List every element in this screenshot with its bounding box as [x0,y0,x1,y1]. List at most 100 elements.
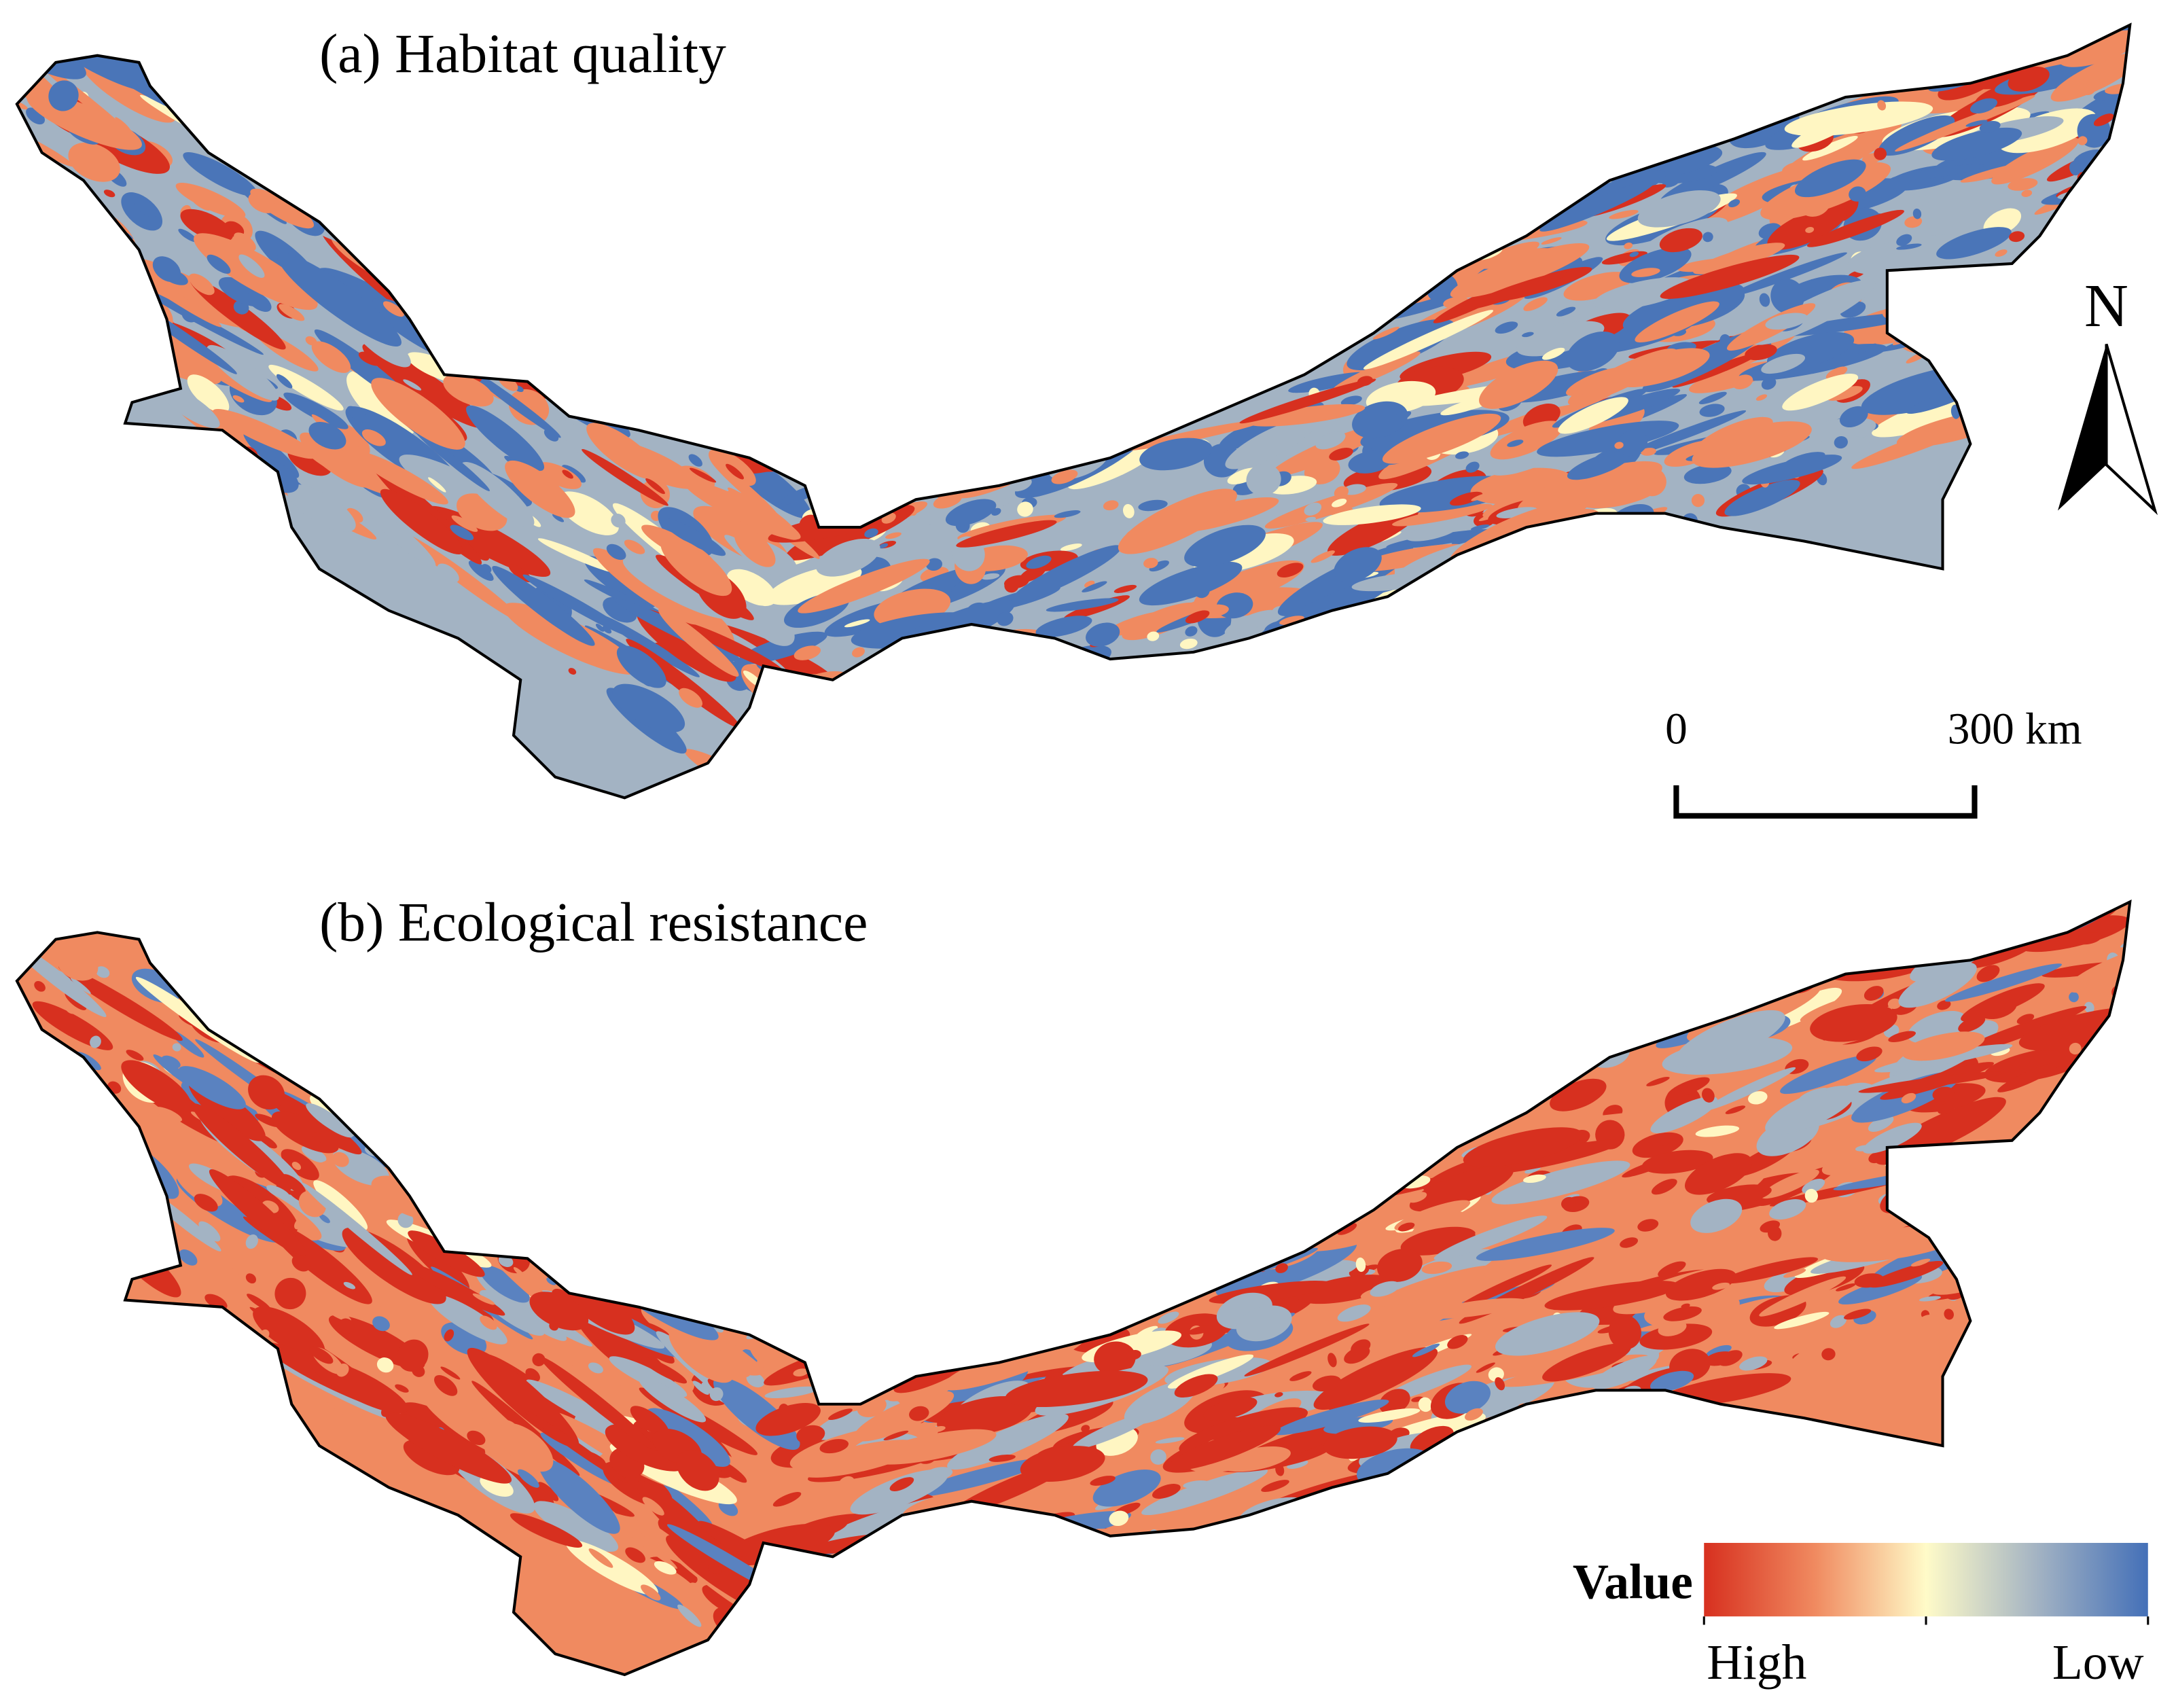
map-patch [277,253,402,347]
map-patch [1925,915,1940,925]
map-patch [264,1011,344,1052]
map-patch [68,142,120,182]
map-patch [234,902,256,915]
map-patch [40,14,53,26]
map-patch [1452,1118,1481,1132]
map-patch [1623,77,1729,125]
map-patch [73,783,144,847]
map-patch [1479,360,1558,409]
map-patch [584,1228,677,1273]
map-patch [1783,1268,1806,1278]
map-patch [133,197,158,217]
map-patch [103,24,202,60]
map-patch [1070,440,1082,448]
map-patch [1026,555,1052,569]
map-patch [2004,24,2097,29]
map-patch [1639,1323,1713,1350]
map-patch [46,1095,59,1107]
map-patch [234,902,315,944]
map-patch [495,259,522,283]
map-patch [766,750,823,762]
map-patch [567,1187,584,1200]
map-patch [1093,1222,1202,1270]
map-patch [380,488,463,555]
map-patch [612,683,685,733]
map-patch [898,461,915,473]
map-patch [1319,1179,1340,1194]
map-patch [322,1070,346,1083]
map-patch [41,171,57,185]
map-patch [1187,334,1200,346]
map-patch [558,1232,576,1244]
map-patch [17,0,35,13]
map-patch [56,302,73,319]
map-patch [2008,959,2025,969]
map-patch [961,700,1016,732]
map-patch [326,1307,351,1322]
map-patch [1744,103,1766,115]
map-patch [187,374,230,413]
map-patch [1660,152,1766,202]
map-patch [1323,504,1421,525]
map-patch [1418,539,1430,546]
map-patch [611,363,635,384]
map-patch [1015,1180,1160,1217]
map-patch [29,178,67,213]
map-patch [480,1315,497,1330]
map-patch [321,112,344,129]
map-patch [1566,331,1620,372]
map-patch [1004,578,1019,593]
map-patch [1617,429,1648,457]
map-patch [797,1440,921,1478]
map-patch [869,370,931,390]
map-patch [903,1525,923,1538]
map-patch [374,1084,442,1122]
map-patch [385,1412,512,1484]
map-patch [897,738,906,745]
map-patch [1455,451,1469,459]
map-patch [1027,1240,1096,1254]
map-patch [1983,379,2004,393]
map-patch [853,1391,955,1442]
map-patch [949,419,971,426]
map-patch [1124,1559,1152,1569]
map-patch [1194,293,1219,307]
map-patch [2087,207,2097,223]
map-patch [852,647,865,658]
map-patch [774,459,804,470]
scale-line [1673,785,1978,819]
map-patch [1794,159,1866,198]
map-patch [387,992,488,1057]
map-patch [279,304,305,321]
map-patch [1221,1101,1308,1139]
map-patch [58,965,183,1041]
map-patch [929,1426,946,1433]
map-patch [629,1553,702,1600]
map-patch [1761,353,1806,374]
panel-title: (b) Ecological resistance [319,891,868,953]
map-patch [2012,906,2033,912]
map-patch [2077,1102,2087,1114]
map-patch [644,332,733,412]
map-patch [760,775,770,784]
map-patch [943,639,1050,677]
map-patch [198,1221,221,1242]
map-patch [1275,1263,1288,1273]
map-patch [1474,196,1486,209]
map-patch [762,1265,806,1285]
map-patch [1929,282,1950,294]
map-patch [1032,1320,1048,1330]
map-patch [839,459,863,471]
map-patch [749,1289,776,1309]
map-patch [1563,272,1633,301]
map-patch [1969,370,2041,403]
map-patch [897,1353,923,1366]
map-patch [837,1619,929,1664]
map-patch [1224,609,1277,635]
map-patch [1595,979,1664,1012]
map-patch [145,326,160,340]
map-patch [562,253,571,261]
map-patch [1118,488,1237,554]
map-patch [1887,274,2033,315]
map-patch [2075,932,2102,945]
